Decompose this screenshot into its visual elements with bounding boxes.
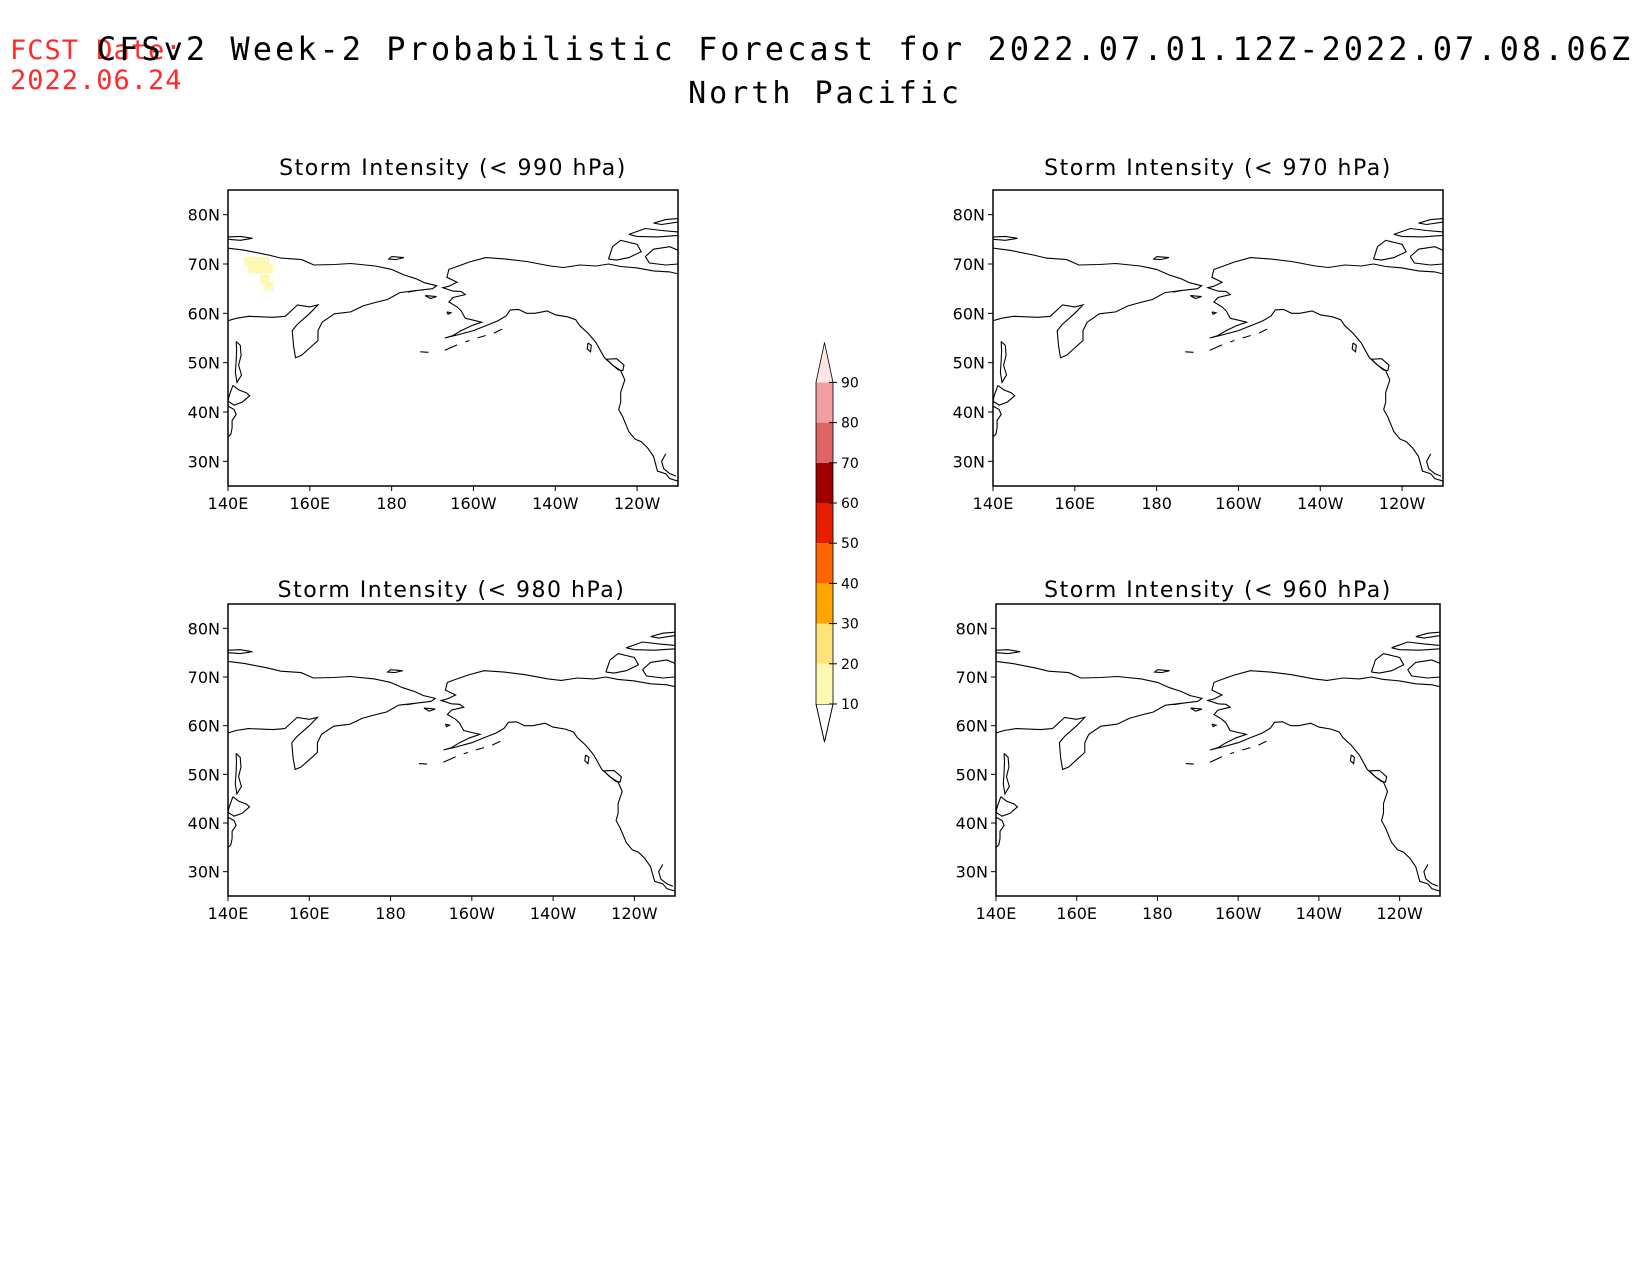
x-tick-label: 140E: [973, 494, 1014, 513]
map-panel-1: Storm Intensity (< 990 hPa) 140E 160E 180 16…: [188, 156, 679, 513]
y-tick-label: 70N: [953, 255, 985, 274]
x-tick-label: 180: [376, 494, 407, 513]
x-tick-label: 160E: [289, 494, 330, 513]
coastlines: [228, 218, 678, 482]
colorbar-high-arrow: [816, 342, 833, 383]
y-tick-label: 70N: [188, 668, 220, 687]
y-tick-label: 70N: [956, 668, 988, 687]
colorbar-segment: [816, 462, 833, 503]
probability-cell: [260, 274, 270, 284]
panel-title: Storm Intensity (< 960 hPa): [1044, 578, 1392, 603]
colorbar-label: 50: [841, 536, 859, 552]
colorbar-segment: [816, 422, 833, 463]
colorbar-segment: [816, 503, 833, 544]
x-tick-label: 140W: [530, 904, 577, 923]
y-tick-label: 80N: [956, 619, 988, 638]
map-frame: [992, 189, 1444, 487]
probability-cell: [243, 257, 253, 266]
y-tick-label: 50N: [188, 765, 220, 784]
y-tick-label: 30N: [188, 863, 220, 882]
coastlines: [228, 631, 675, 892]
colorbar-label: 30: [841, 617, 859, 633]
figure-subtitle: North Pacific: [688, 76, 962, 111]
fcst-date-value: 2022.06.24: [10, 65, 183, 96]
colorbar-segment: [816, 382, 833, 423]
y-tick-label: 80N: [188, 206, 220, 225]
panel-title: Storm Intensity (< 980 hPa): [278, 578, 626, 603]
x-tick-label: 140W: [1297, 494, 1344, 513]
map-frame: [995, 603, 1441, 897]
y-tick-label: 40N: [188, 814, 220, 833]
map-frame: [227, 603, 676, 897]
map-panel-3: Storm Intensity (< 980 hPa) 140E 160E 180 16…: [188, 578, 676, 923]
figure-title: CFSv2 Week-2 Probabilistic Forecast for …: [96, 30, 1634, 68]
y-tick-label: 50N: [956, 765, 988, 784]
x-tick-label: 160E: [289, 904, 330, 923]
probability-cell: [248, 264, 258, 274]
x-tick-label: 120W: [614, 494, 661, 513]
colorbar-label: 90: [841, 375, 859, 391]
colorbar-label: 40: [841, 576, 859, 592]
x-tick-label: 140W: [1296, 904, 1343, 923]
colorbar-label: 60: [841, 496, 859, 512]
colorbar: 10 20 30 40 50 60 70 80 90: [815, 342, 859, 743]
fcst-date-label: FCST Date:: [10, 35, 183, 66]
x-tick-label: 120W: [1379, 494, 1426, 513]
map-panel-2: Storm Intensity (< 970 hPa) 140E 160E 180 16…: [953, 156, 1444, 513]
coastlines: [996, 631, 1440, 892]
y-tick-label: 30N: [953, 452, 985, 471]
y-tick-label: 40N: [188, 403, 220, 422]
y-tick-label: 60N: [188, 304, 220, 323]
x-tick-label: 140W: [532, 494, 579, 513]
colorbar-segment: [816, 623, 833, 664]
y-tick-label: 40N: [956, 814, 988, 833]
panel-title: Storm Intensity (< 990 hPa): [279, 156, 627, 181]
probability-cell: [264, 264, 274, 274]
y-tick-label: 60N: [956, 717, 988, 736]
x-tick-label: 160E: [1054, 494, 1095, 513]
x-tick-label: 160E: [1056, 904, 1097, 923]
y-tick-label: 50N: [953, 354, 985, 373]
x-tick-label: 180: [1142, 904, 1173, 923]
colorbar-label: 80: [841, 416, 859, 432]
x-tick-label: 180: [375, 904, 406, 923]
probability-cell: [256, 264, 266, 274]
probability-cell: [264, 281, 274, 291]
x-tick-label: 140E: [208, 494, 249, 513]
x-tick-label: 120W: [1376, 904, 1423, 923]
x-tick-label: 160W: [1215, 904, 1262, 923]
colorbar-segment: [816, 543, 833, 584]
y-tick-label: 70N: [188, 255, 220, 274]
probability-cell: [260, 257, 270, 266]
y-tick-label: 80N: [953, 206, 985, 225]
colorbar-label: 20: [841, 657, 859, 673]
x-tick-label: 160W: [450, 494, 497, 513]
colorbar-label: 10: [841, 697, 859, 713]
y-tick-label: 60N: [953, 304, 985, 323]
x-tick-label: 180: [1141, 494, 1172, 513]
colorbar-segment: [816, 583, 833, 624]
x-tick-label: 160W: [449, 904, 496, 923]
x-tick-label: 140E: [208, 904, 249, 923]
y-tick-label: 50N: [188, 354, 220, 373]
y-tick-label: 80N: [188, 619, 220, 638]
map-panel-4: Storm Intensity (< 960 hPa) 140E 160E 180 16…: [956, 578, 1441, 923]
probability-cell: [252, 257, 262, 266]
fcst-date-block: FCST Date: 2022.06.24: [10, 36, 183, 96]
y-tick-label: 40N: [953, 403, 985, 422]
y-tick-label: 60N: [188, 717, 220, 736]
map-frame: [227, 189, 679, 487]
y-tick-label: 30N: [188, 452, 220, 471]
y-tick-label: 30N: [956, 863, 988, 882]
x-tick-label: 160W: [1215, 494, 1262, 513]
colorbar-segment: [816, 663, 833, 704]
probability-shading: [243, 257, 274, 291]
panel-title: Storm Intensity (< 970 hPa): [1044, 156, 1392, 181]
colorbar-low-arrow: [815, 703, 834, 743]
coastlines: [993, 218, 1443, 482]
x-tick-label: 120W: [611, 904, 658, 923]
x-tick-label: 140E: [976, 904, 1017, 923]
colorbar-label: 70: [841, 456, 859, 472]
